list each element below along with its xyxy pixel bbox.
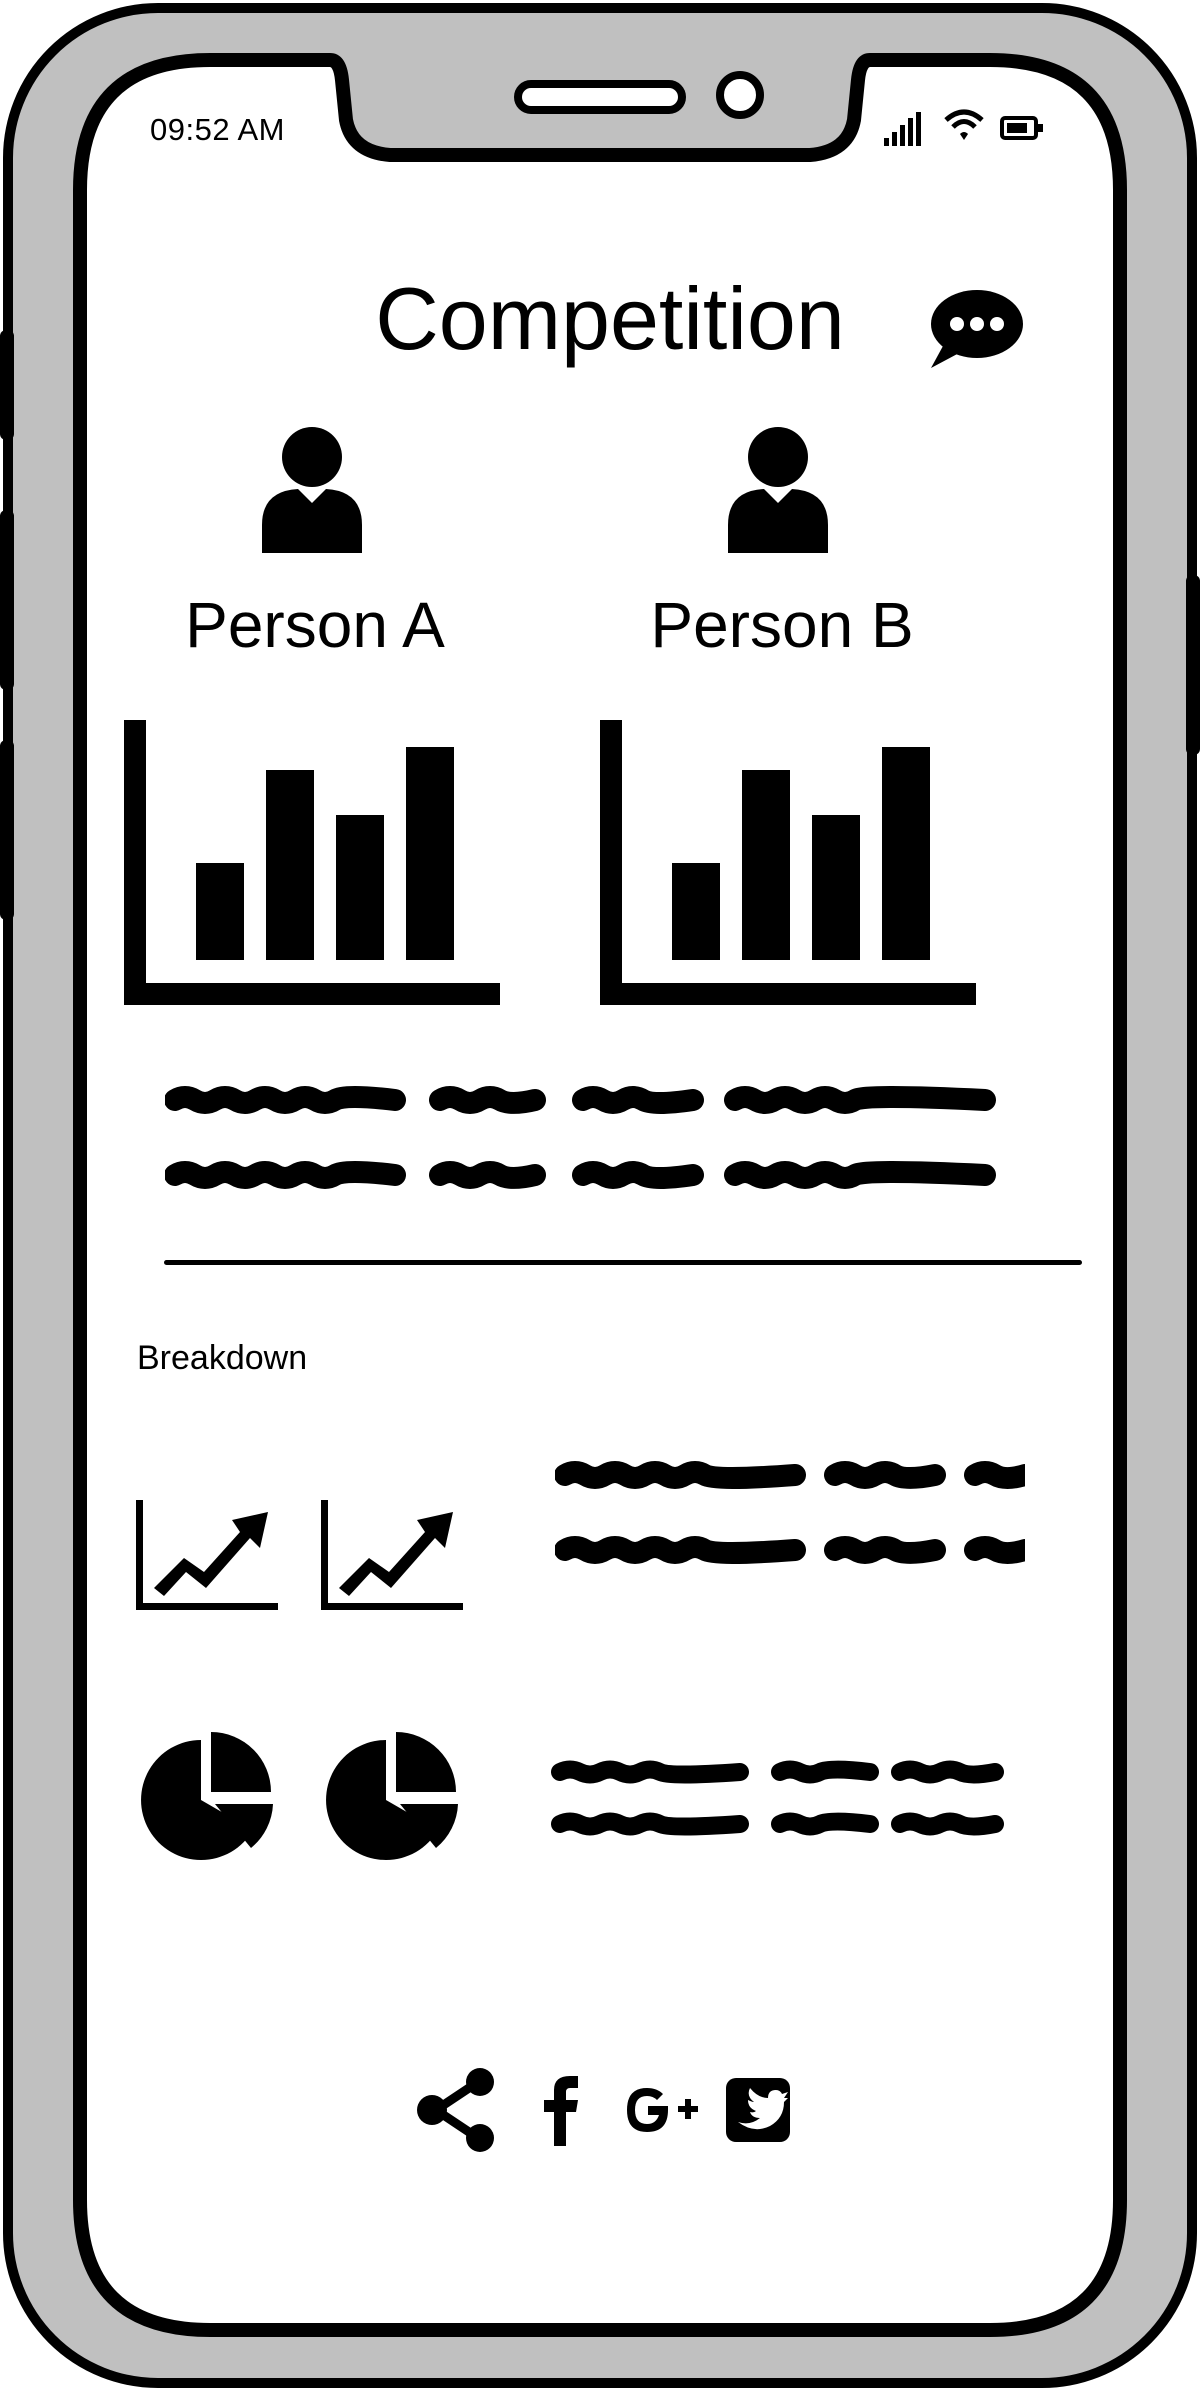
placeholder-text-block	[554, 1455, 1036, 1580]
share-icon[interactable]	[416, 2068, 500, 2152]
wifi-icon	[944, 108, 984, 142]
battery-icon	[1000, 116, 1044, 140]
person-b-avatar-icon	[724, 425, 832, 553]
section-divider	[164, 1260, 1082, 1265]
person-a-label: Person A	[185, 589, 445, 661]
pie-chart-icon	[320, 1730, 460, 1870]
person-a-avatar-icon	[258, 425, 366, 553]
person-b-label: Person B	[650, 589, 914, 661]
person-b-bar-chart-icon	[600, 720, 980, 1005]
google-plus-icon[interactable]	[622, 2084, 700, 2136]
page-title: Competition	[375, 269, 845, 368]
breakdown-label: Breakdown	[137, 1339, 308, 1377]
person-a-bar-chart-icon	[124, 720, 504, 1005]
trend-chart-icon	[321, 1500, 463, 1610]
status-time: 09:52 AM	[150, 112, 285, 147]
chat-bubble-icon[interactable]	[925, 288, 1025, 370]
pie-chart-icon	[135, 1730, 275, 1870]
placeholder-text-block	[550, 1758, 1020, 1843]
facebook-icon[interactable]	[540, 2074, 580, 2146]
signal-icon	[884, 112, 922, 146]
placeholder-text-block	[164, 1080, 1005, 1205]
trend-chart-icon	[136, 1500, 278, 1610]
twitter-icon[interactable]	[726, 2078, 790, 2142]
